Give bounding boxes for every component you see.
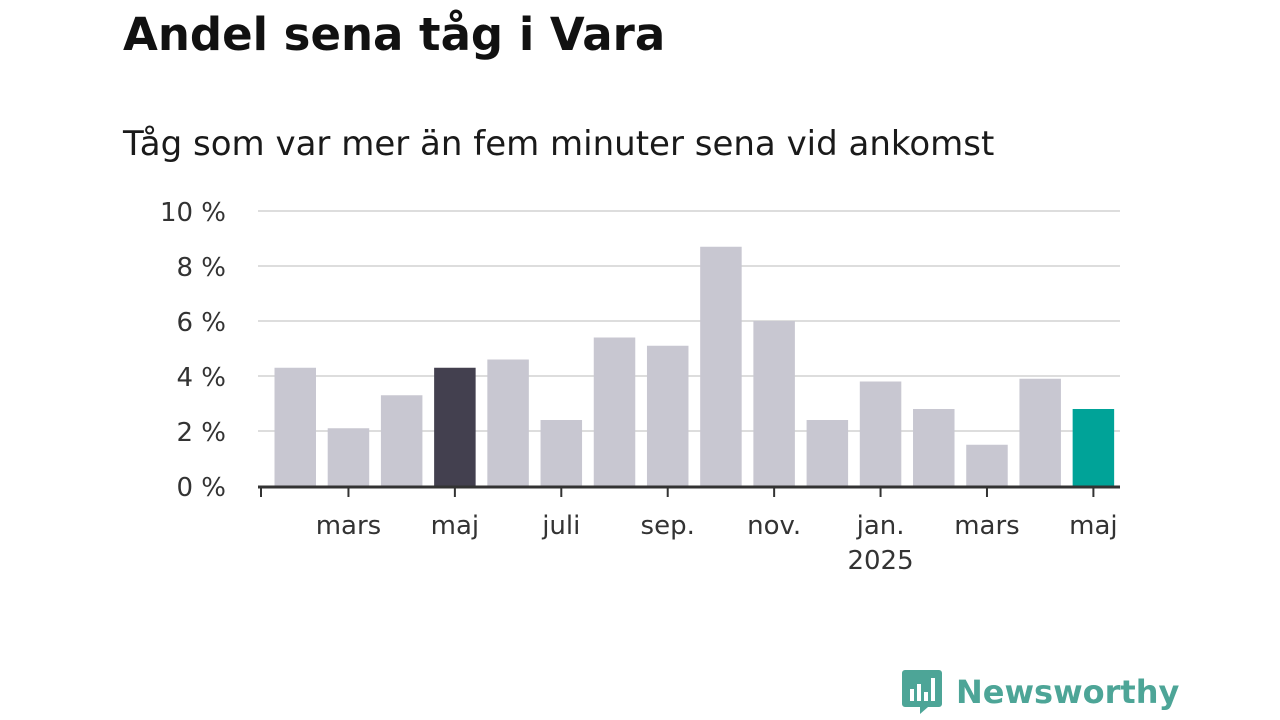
bar xyxy=(646,345,689,486)
brand-name: Newsworthy xyxy=(956,673,1180,711)
bar xyxy=(593,337,636,486)
x-tick-label: sep. xyxy=(641,511,695,541)
chart-title: Andel sena tåg i Vara xyxy=(123,8,666,61)
y-tick-label: 8 % xyxy=(176,253,226,283)
x-tick-label: juli xyxy=(541,511,580,541)
y-tick-label: 0 % xyxy=(176,473,226,503)
bar xyxy=(487,359,529,486)
x-tick-label: maj xyxy=(431,511,479,541)
bar xyxy=(274,367,316,486)
bar xyxy=(380,395,423,486)
x-tick-label: jan. xyxy=(856,511,905,541)
chart-subtitle: Tåg som var mer än fem minuter sena vid … xyxy=(123,124,995,164)
bar xyxy=(1072,409,1115,486)
bar xyxy=(700,246,742,486)
y-tick-label: 4 % xyxy=(176,363,226,393)
newsworthy-logo-icon xyxy=(902,670,942,714)
y-tick-label: 6 % xyxy=(176,308,226,338)
x-tick-label: maj xyxy=(1069,511,1117,541)
x-tick-label: nov. xyxy=(747,511,801,541)
bar xyxy=(913,409,955,486)
bar xyxy=(859,381,902,486)
x-tick-label: mars xyxy=(954,511,1020,541)
bar xyxy=(753,321,795,486)
bar xyxy=(327,428,370,486)
bar xyxy=(1019,378,1061,486)
bar xyxy=(540,420,583,486)
brand: Newsworthy xyxy=(902,670,1179,714)
y-tick-label: 2 % xyxy=(176,418,226,448)
bar-chart: 0 % 2 % 4 % 6 % 8 % 10 % mars maj juli sep. nov. ja… xyxy=(160,198,1120,576)
bar xyxy=(434,367,476,486)
bar xyxy=(806,420,849,486)
bar xyxy=(966,444,1008,486)
x-tick-sublabel: 2025 xyxy=(847,546,913,576)
y-tick-label: 10 % xyxy=(160,198,226,228)
x-tick-label: mars xyxy=(316,511,382,541)
